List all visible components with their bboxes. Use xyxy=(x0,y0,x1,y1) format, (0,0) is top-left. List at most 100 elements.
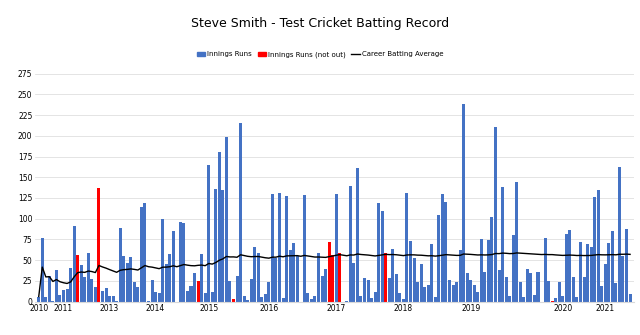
Bar xyxy=(444,202,447,302)
Bar xyxy=(296,256,299,302)
Bar xyxy=(448,280,451,302)
Bar xyxy=(519,282,522,302)
Bar xyxy=(76,255,79,302)
Bar xyxy=(321,276,323,302)
Bar xyxy=(437,214,440,302)
Bar xyxy=(353,263,355,302)
Bar xyxy=(168,254,172,302)
Bar xyxy=(331,255,334,302)
Bar xyxy=(69,268,72,302)
Bar xyxy=(140,207,143,302)
Bar xyxy=(314,296,316,302)
Bar xyxy=(420,264,422,302)
Bar xyxy=(275,258,278,302)
Bar xyxy=(547,281,550,302)
Legend: Innings Runs, Innings Runs (not out), Career Batting Average: Innings Runs, Innings Runs (not out), Ca… xyxy=(194,49,446,61)
Bar xyxy=(310,299,313,302)
Bar xyxy=(207,165,210,302)
Bar xyxy=(360,296,362,302)
Bar xyxy=(200,254,203,302)
Bar xyxy=(189,286,193,302)
Bar xyxy=(490,217,493,302)
Bar xyxy=(186,291,189,302)
Bar xyxy=(303,195,306,302)
Bar xyxy=(565,233,568,302)
Bar xyxy=(480,239,483,302)
Bar xyxy=(193,272,196,302)
Bar xyxy=(129,257,132,302)
Bar xyxy=(80,265,83,302)
Bar xyxy=(324,269,327,302)
Bar xyxy=(214,189,218,302)
Bar xyxy=(483,272,486,302)
Bar xyxy=(374,291,376,302)
Bar xyxy=(575,296,579,302)
Bar xyxy=(628,294,632,302)
Bar xyxy=(218,151,221,302)
Bar xyxy=(335,194,338,302)
Bar xyxy=(455,282,458,302)
Bar xyxy=(133,282,136,302)
Bar xyxy=(37,296,40,302)
Bar xyxy=(391,249,394,302)
Bar xyxy=(451,285,454,302)
Bar xyxy=(111,296,115,302)
Bar xyxy=(522,296,525,302)
Bar xyxy=(346,301,348,302)
Bar xyxy=(377,203,380,302)
Bar xyxy=(487,240,490,302)
Bar xyxy=(232,299,235,302)
Bar xyxy=(122,256,125,302)
Bar xyxy=(568,230,572,302)
Bar xyxy=(250,279,253,302)
Bar xyxy=(618,167,621,302)
Bar xyxy=(101,291,104,302)
Bar xyxy=(143,203,147,302)
Bar xyxy=(388,278,391,302)
Bar xyxy=(430,244,433,302)
Bar xyxy=(260,297,263,302)
Bar xyxy=(338,253,341,302)
Bar xyxy=(271,194,274,302)
Bar xyxy=(228,281,232,302)
Bar xyxy=(363,278,366,302)
Bar xyxy=(317,253,320,302)
Bar xyxy=(589,247,593,302)
Bar xyxy=(51,301,54,302)
Bar xyxy=(58,295,61,302)
Bar xyxy=(381,211,384,302)
Bar xyxy=(196,281,200,302)
Bar xyxy=(395,274,398,302)
Bar xyxy=(469,280,472,302)
Bar xyxy=(282,298,285,302)
Bar xyxy=(625,228,628,302)
Bar xyxy=(557,282,561,302)
Bar xyxy=(526,269,529,302)
Bar xyxy=(161,219,164,302)
Bar xyxy=(600,286,604,302)
Bar xyxy=(561,296,564,302)
Bar xyxy=(97,188,100,302)
Bar xyxy=(87,254,90,302)
Bar xyxy=(515,182,518,302)
Bar xyxy=(157,293,161,302)
Bar xyxy=(536,272,540,302)
Bar xyxy=(104,288,108,302)
Bar xyxy=(147,301,150,302)
Bar xyxy=(182,223,186,302)
Bar xyxy=(239,123,242,302)
Bar xyxy=(413,258,415,302)
Bar xyxy=(221,191,225,302)
Bar xyxy=(579,242,582,302)
Bar xyxy=(501,187,504,302)
Bar xyxy=(328,242,331,302)
Bar xyxy=(225,137,228,302)
Bar xyxy=(62,290,65,302)
Bar xyxy=(614,283,618,302)
Bar xyxy=(384,254,387,302)
Bar xyxy=(427,285,429,302)
Bar xyxy=(586,244,589,302)
Bar xyxy=(512,235,515,302)
Bar xyxy=(349,186,352,302)
Bar xyxy=(593,197,596,302)
